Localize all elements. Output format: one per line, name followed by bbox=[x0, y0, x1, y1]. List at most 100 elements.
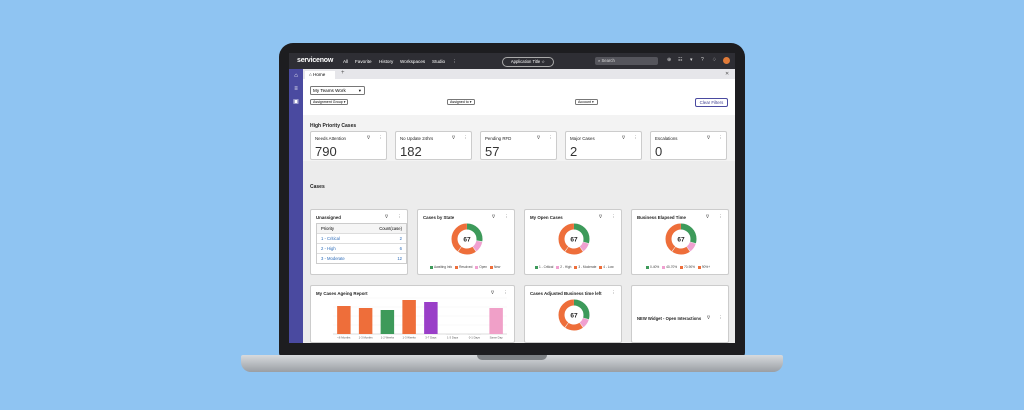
filter-icon[interactable]: ∇ bbox=[492, 214, 496, 219]
count-link[interactable]: 6 bbox=[399, 246, 402, 251]
kpi-card[interactable]: Major Cases ∇ ⋮ 2 bbox=[565, 131, 642, 160]
chevron-down-icon: ▾ bbox=[469, 100, 472, 104]
filter-icon[interactable]: ∇ bbox=[367, 135, 371, 140]
more-icon[interactable]: ⋮ bbox=[718, 135, 723, 140]
filter-icon[interactable]: ∇ bbox=[707, 135, 711, 140]
filter-icon[interactable]: ∇ bbox=[706, 214, 710, 219]
cases-section: Cases Unassigned ∇ ⋮ Priority Count(case… bbox=[303, 161, 735, 343]
more-icon[interactable]: ⋮ bbox=[503, 290, 508, 295]
inbox-icon[interactable]: ▣ bbox=[293, 99, 299, 105]
home-tab-icon: ⌂ bbox=[309, 71, 314, 77]
close-icon[interactable]: ✕ bbox=[725, 70, 730, 77]
assigned-to-label: Assigned to bbox=[450, 100, 469, 104]
filter-icon[interactable]: ∇ bbox=[385, 214, 389, 219]
more-icon[interactable]: ⋮ bbox=[718, 214, 723, 219]
globe-icon[interactable]: ⊕ bbox=[667, 57, 672, 63]
donut-slice[interactable] bbox=[451, 223, 483, 255]
home-icon[interactable]: ⌂ bbox=[294, 73, 298, 79]
nav-history[interactable]: History bbox=[379, 58, 394, 64]
kpi-card[interactable]: Escalations ∇ ⋮ 0 bbox=[650, 131, 727, 160]
more-icon[interactable]: ⋮ bbox=[611, 214, 616, 219]
filter-icon[interactable]: ∇ bbox=[707, 315, 711, 320]
kpi-card[interactable]: Needs Attention ∇ ⋮ 790 bbox=[310, 131, 387, 160]
bar[interactable] bbox=[337, 306, 351, 334]
count-link[interactable]: 2 bbox=[399, 236, 402, 241]
donut-center-value: 67 bbox=[677, 237, 685, 244]
more-icon[interactable]: ⋮ bbox=[611, 290, 616, 295]
donut-slice[interactable] bbox=[665, 223, 697, 255]
more-icon[interactable]: ⋮ bbox=[378, 135, 383, 140]
table-row[interactable]: 2 - High 6 bbox=[317, 243, 406, 253]
bar[interactable] bbox=[380, 310, 395, 334]
nav-more-icon[interactable]: ⋮ bbox=[452, 58, 457, 64]
bar[interactable] bbox=[358, 308, 373, 334]
bar[interactable] bbox=[489, 308, 503, 334]
nav-studio[interactable]: Studio bbox=[432, 58, 446, 64]
donut-slice[interactable] bbox=[558, 223, 590, 255]
bar[interactable] bbox=[424, 302, 438, 334]
filter-icon[interactable]: ∇ bbox=[599, 214, 603, 219]
nav-all[interactable]: All bbox=[343, 58, 349, 64]
donut-center-value: 67 bbox=[570, 237, 578, 244]
global-search-input[interactable]: ⌕ Search bbox=[595, 56, 658, 65]
bar[interactable] bbox=[402, 300, 416, 334]
donut-slice[interactable] bbox=[558, 299, 590, 331]
legend-swatch bbox=[455, 265, 459, 269]
kpi-card[interactable]: No Update 24hrs ∇ ⋮ 182 bbox=[395, 131, 472, 160]
more-icon[interactable]: ⋮ bbox=[633, 135, 638, 140]
legend-label: 4 - Low bbox=[603, 265, 614, 269]
nav-favorite[interactable]: Favorite bbox=[355, 58, 372, 64]
donut-chart[interactable]: 67 bbox=[664, 222, 698, 256]
application-title-pill[interactable]: Application Title ☆ bbox=[502, 56, 554, 67]
tab-home[interactable]: ⌂ Home bbox=[305, 70, 335, 79]
unassigned-table: Priority Count(case) 1 - Critical 2 2 - … bbox=[316, 223, 407, 264]
clear-filters-button[interactable]: Clear Filters bbox=[695, 98, 728, 107]
donut-slice[interactable] bbox=[558, 299, 590, 331]
priority-link[interactable]: 1 - Critical bbox=[321, 236, 340, 241]
donut-chart[interactable]: 67 bbox=[557, 298, 591, 332]
more-icon[interactable]: ⋮ bbox=[718, 315, 723, 320]
filter-icon[interactable]: ∇ bbox=[491, 290, 495, 295]
view-select[interactable]: My Teams Work ▾ bbox=[310, 86, 365, 95]
filter-icon[interactable]: ∇ bbox=[452, 135, 456, 140]
donut-slice[interactable] bbox=[558, 223, 590, 255]
nav-workspaces[interactable]: Workspaces bbox=[400, 58, 426, 64]
donut-slice[interactable] bbox=[451, 223, 483, 255]
assigned-to-filter[interactable]: Assigned to ▾ bbox=[447, 99, 475, 105]
donut-slice[interactable] bbox=[665, 223, 697, 255]
donut-slice[interactable] bbox=[451, 223, 483, 255]
user-avatar[interactable] bbox=[723, 57, 730, 64]
list-icon[interactable]: ≡ bbox=[294, 86, 298, 92]
bell-icon[interactable]: ♢ bbox=[712, 57, 717, 63]
more-icon[interactable]: ⋮ bbox=[548, 135, 553, 140]
count-link[interactable]: 12 bbox=[397, 256, 402, 261]
account-filter[interactable]: Account ▾ bbox=[575, 99, 598, 105]
filter-icon[interactable]: ∇ bbox=[537, 135, 541, 140]
donut-slice[interactable] bbox=[558, 223, 590, 255]
donut-slice[interactable] bbox=[665, 223, 697, 255]
donut-chart[interactable]: 67 bbox=[450, 222, 484, 256]
more-icon[interactable]: ⋮ bbox=[463, 135, 468, 140]
donut-slice[interactable] bbox=[558, 299, 590, 331]
chat-icon[interactable]: ☷ bbox=[678, 57, 683, 63]
table-row[interactable]: 3 - Moderate 12 bbox=[317, 253, 406, 263]
card-title: Business Elapsed Time bbox=[637, 215, 686, 220]
table-row[interactable]: 1 - Critical 2 bbox=[317, 233, 406, 243]
more-icon[interactable]: ⋮ bbox=[504, 214, 509, 219]
more-icon[interactable]: ⋮ bbox=[397, 214, 402, 219]
flag-icon[interactable]: ▾ bbox=[690, 57, 693, 63]
card-title: Cases by State bbox=[423, 215, 455, 220]
chart-legend: 0-40% 40-70% 70-90% 90%+ bbox=[644, 265, 710, 269]
add-tab-button[interactable]: + bbox=[341, 70, 345, 76]
filter-icon[interactable]: ∇ bbox=[622, 135, 626, 140]
legend-label: 90%+ bbox=[701, 265, 711, 269]
adjusted-business-time-card: Cases Adjusted Business time left ⋮ 67 bbox=[524, 285, 622, 343]
help-icon[interactable]: ? bbox=[701, 57, 704, 63]
cases-title: Cases bbox=[310, 184, 325, 190]
priority-link[interactable]: 2 - High bbox=[321, 246, 336, 251]
donut-chart[interactable]: 67 bbox=[557, 222, 591, 256]
kpi-card[interactable]: Pending RFD ∇ ⋮ 57 bbox=[480, 131, 557, 160]
priority-link[interactable]: 3 - Moderate bbox=[321, 256, 345, 261]
legend-swatch bbox=[535, 265, 538, 269]
assignment-group-filter[interactable]: Assignment Group ▾ bbox=[310, 99, 348, 105]
